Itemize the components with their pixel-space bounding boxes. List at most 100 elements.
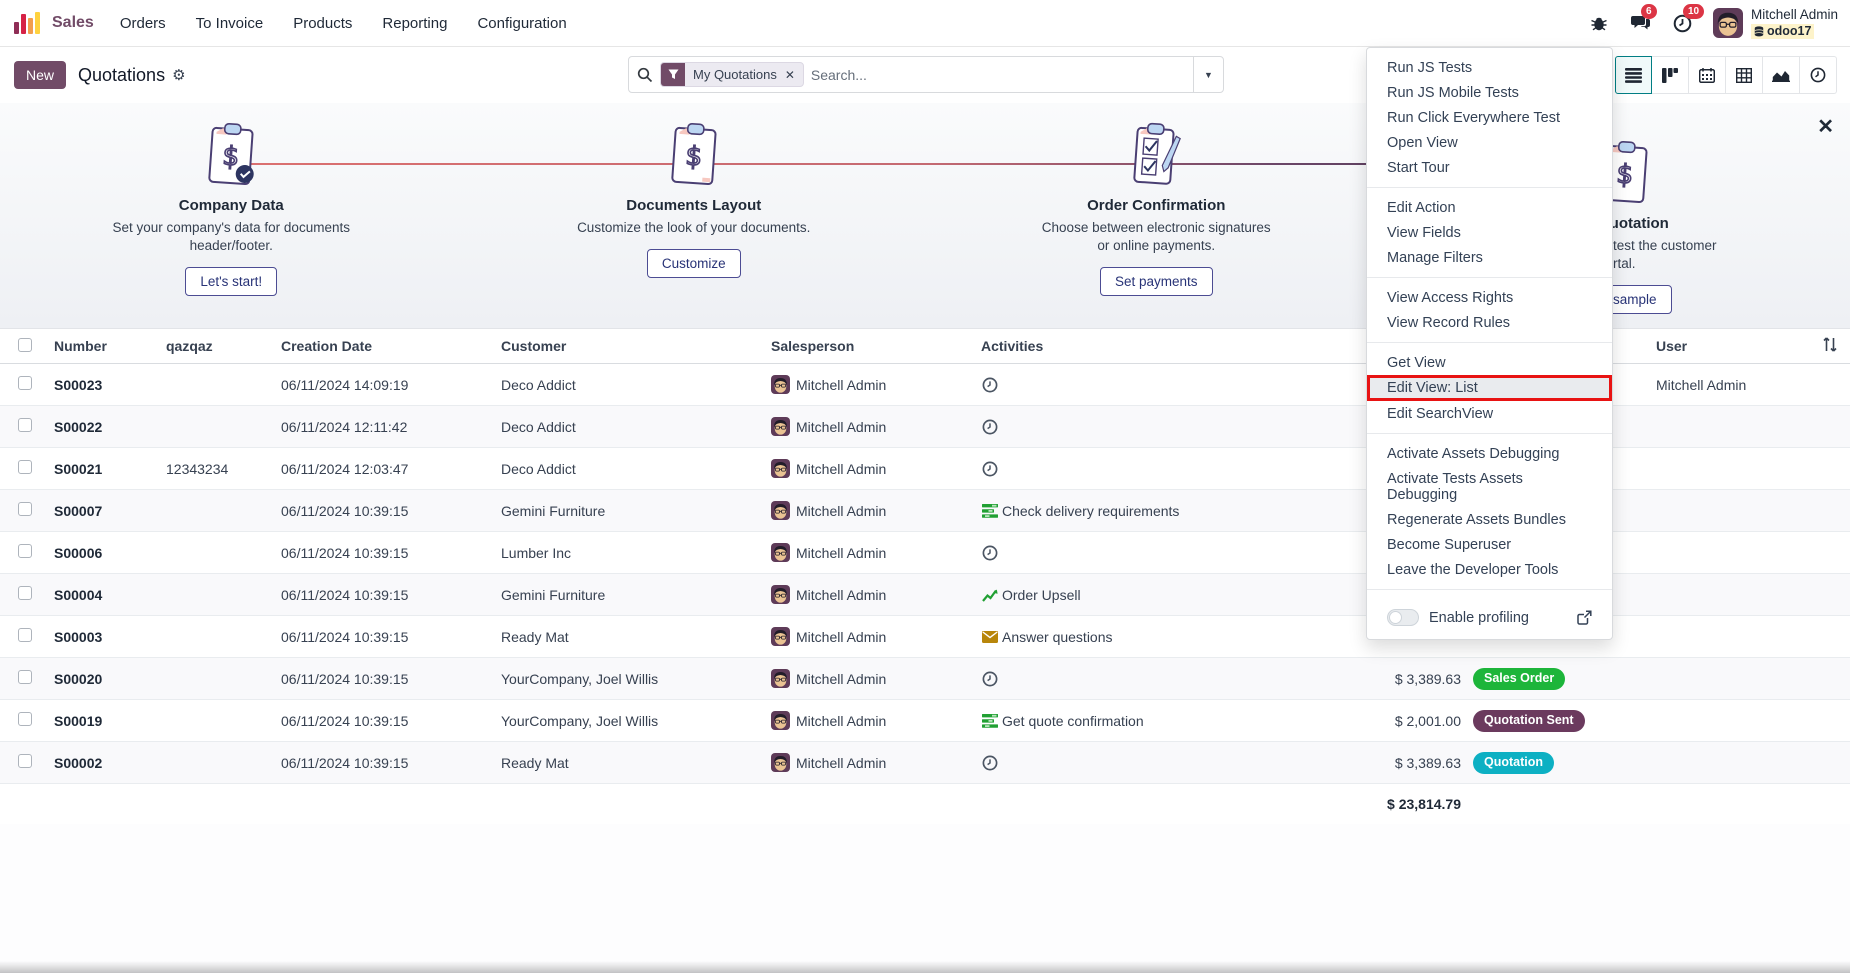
cell-qazqaz [160, 699, 275, 742]
app-menu-sales[interactable]: Sales [52, 14, 94, 31]
nav-item-products[interactable]: Products [293, 14, 353, 32]
view-settings-gear-icon[interactable]: ⚙ [172, 67, 186, 84]
menu-item-view-access-rights[interactable]: View Access Rights [1387, 289, 1514, 306]
activity-label[interactable]: Answer questions [1002, 628, 1113, 645]
activities-clock-icon[interactable]: 10 [1671, 4, 1705, 35]
activity-label[interactable]: Check delivery requirements [1002, 502, 1180, 519]
menu-item-activate-tests-assets-debugging[interactable]: Activate Tests Assets Debugging [1387, 470, 1523, 503]
row-checkbox[interactable] [18, 712, 32, 726]
table-row[interactable]: S00019 06/11/2024 10:39:15 YourCompany, … [0, 699, 1850, 742]
cell-activities[interactable]: Order Upsell [975, 573, 1330, 616]
menu-item-leave-the-developer-tools[interactable]: Leave the Developer Tools [1387, 561, 1559, 578]
debug-bug-icon[interactable] [1587, 11, 1611, 35]
messages-icon[interactable]: 6 [1629, 4, 1657, 35]
row-checkbox[interactable] [18, 418, 32, 432]
activity-chart-icon[interactable] [981, 586, 998, 603]
cell-activities[interactable]: Get quote confirmation [975, 699, 1330, 742]
cell-activities[interactable] [975, 741, 1330, 784]
menu-item-view-fields[interactable]: View Fields [1387, 224, 1461, 241]
activity-clock-icon[interactable] [981, 376, 998, 393]
menu-item-edit-view-list[interactable]: Edit View: List [1367, 375, 1612, 401]
nav-item-configuration[interactable]: Configuration [477, 14, 567, 32]
view-switch-pivot[interactable] [1726, 56, 1763, 94]
search-facet-my-quotations[interactable]: My Quotations ✕ [660, 62, 804, 87]
view-switch-graph[interactable] [1763, 56, 1800, 94]
set-payments-button[interactable]: Set payments [1099, 267, 1213, 297]
col-header-number[interactable]: Number [48, 329, 160, 364]
enable-profiling-toggle[interactable] [1387, 609, 1419, 626]
row-checkbox[interactable] [18, 376, 32, 390]
cell-number: S00019 [48, 699, 160, 742]
nav-item-orders[interactable]: Orders [119, 14, 166, 32]
select-all-checkbox[interactable] [18, 337, 32, 352]
row-checkbox[interactable] [18, 544, 32, 558]
activity-clock-icon[interactable] [981, 418, 998, 435]
cell-user [1650, 657, 1820, 700]
activity-clock-icon[interactable] [981, 460, 998, 477]
row-checkbox[interactable] [18, 586, 32, 600]
lets-start-button[interactable]: Let's start! [185, 267, 278, 297]
activity-clock-icon[interactable] [981, 544, 998, 561]
activity-envelope-icon[interactable] [981, 628, 998, 645]
remove-facet-icon[interactable]: ✕ [784, 67, 795, 82]
col-header-customer[interactable]: Customer [495, 329, 765, 364]
cell-customer: Gemini Furniture [495, 573, 765, 616]
customize-button[interactable]: Customize [646, 249, 741, 279]
nav-item-reporting[interactable]: Reporting [382, 14, 448, 32]
activity-clock-icon[interactable] [981, 754, 998, 771]
cell-number: S00023 [48, 363, 160, 406]
row-checkbox[interactable] [18, 754, 32, 768]
menu-item-edit-action[interactable]: Edit Action [1387, 199, 1456, 216]
cell-activities[interactable] [975, 531, 1330, 574]
row-checkbox[interactable] [18, 628, 32, 642]
odoo-logo-icon[interactable] [14, 12, 40, 34]
menu-item-regenerate-assets-bundles[interactable]: Regenerate Assets Bundles [1387, 511, 1566, 528]
menu-item-view-record-rules[interactable]: View Record Rules [1387, 314, 1511, 331]
menu-item-become-superuser[interactable]: Become Superuser [1387, 536, 1512, 553]
cell-activities[interactable]: Check delivery requirements [975, 489, 1330, 532]
menu-item-edit-searchview[interactable]: Edit SearchView [1387, 405, 1494, 422]
activity-clock-icon[interactable] [981, 670, 998, 687]
table-row[interactable]: S00002 06/11/2024 10:39:15 Ready Mat Mit… [0, 741, 1850, 784]
menu-item-run-js-tests[interactable]: Run JS Tests [1387, 59, 1473, 76]
banner-close-icon[interactable]: ✕ [1817, 116, 1834, 138]
cell-activities[interactable] [975, 405, 1330, 448]
menu-item-run-js-mobile-tests[interactable]: Run JS Mobile Tests [1387, 84, 1519, 101]
view-switch-activity[interactable] [1800, 56, 1837, 94]
col-header-qazqaz[interactable]: qazqaz [160, 329, 275, 364]
table-row[interactable]: S00020 06/11/2024 10:39:15 YourCompany, … [0, 657, 1850, 700]
search-dropdown-caret-icon[interactable]: ▼ [1193, 57, 1223, 92]
menu-item-get-view[interactable]: Get View [1387, 354, 1446, 371]
cell-activities[interactable] [975, 447, 1330, 490]
menu-item-open-view[interactable]: Open View [1387, 134, 1458, 151]
cell-activities[interactable]: Answer questions [975, 615, 1330, 658]
search-input[interactable] [810, 66, 1185, 83]
menu-item-activate-assets-debugging[interactable]: Activate Assets Debugging [1387, 445, 1560, 462]
col-header-user[interactable]: User [1650, 329, 1820, 364]
external-link-icon[interactable] [1577, 610, 1592, 625]
row-checkbox[interactable] [18, 502, 32, 516]
row-checkbox[interactable] [18, 460, 32, 474]
table-row[interactable]: S00006 06/11/2024 10:39:15 Lumber Inc Mi… [0, 531, 1850, 574]
adjust-columns-icon[interactable] [1820, 329, 1850, 364]
col-header-salesperson[interactable]: Salesperson [765, 329, 975, 364]
activity-tasks-icon[interactable] [981, 502, 998, 519]
col-header-activities[interactable]: Activities [975, 329, 1330, 364]
cell-activities[interactable] [975, 657, 1330, 700]
activity-label[interactable]: Get quote confirmation [1002, 712, 1144, 729]
menu-item-start-tour[interactable]: Start Tour [1387, 159, 1450, 176]
new-button[interactable]: New [14, 61, 67, 89]
profiling-row: Enable profiling [1367, 597, 1612, 632]
nav-item-to-invoice[interactable]: To Invoice [195, 14, 264, 32]
cell-activities[interactable] [975, 363, 1330, 406]
user-menu[interactable]: Mitchell Admin odoo17 [1712, 7, 1838, 39]
view-switch-calendar[interactable] [1689, 56, 1726, 94]
view-switch-list[interactable] [1615, 56, 1652, 94]
col-header-creation-date[interactable]: Creation Date [275, 329, 495, 364]
view-switch-kanban[interactable] [1652, 56, 1689, 94]
activity-label[interactable]: Order Upsell [1002, 586, 1081, 603]
menu-item-run-click-everywhere-test[interactable]: Run Click Everywhere Test [1387, 109, 1560, 126]
activity-tasks-icon[interactable] [981, 712, 998, 729]
row-checkbox[interactable] [18, 670, 32, 684]
menu-item-manage-filters[interactable]: Manage Filters [1387, 249, 1483, 266]
